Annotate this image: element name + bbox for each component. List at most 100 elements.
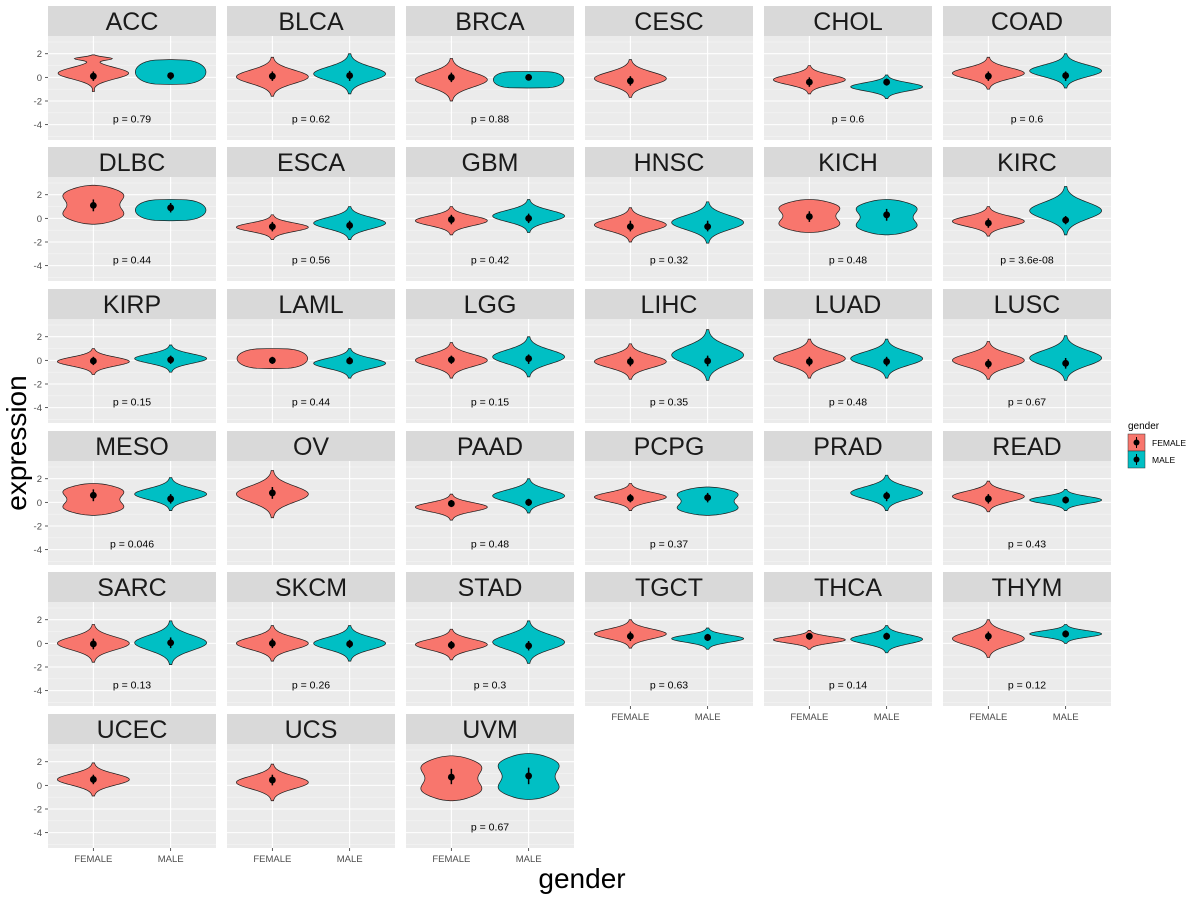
median-point-female (805, 632, 813, 640)
x-tick-label: MALE (516, 854, 542, 865)
facet-thym: THYM FEMALE MALE p = 0.12 (943, 572, 1111, 723)
median-point-male (167, 639, 175, 647)
facet-strip-label: KICH (818, 149, 878, 177)
median-point-female (268, 776, 276, 784)
p-value-label: p = 0.6 (1011, 113, 1044, 125)
violin-male (671, 329, 744, 381)
x-tick-label: FEMALE (74, 854, 112, 865)
facet-uvm: UVM FEMALE MALE p = 0.67 (406, 714, 574, 865)
y-tick-label: -2 (34, 522, 42, 533)
facet-strip-label: ACC (106, 8, 159, 36)
facet-strip (48, 289, 216, 319)
median-point-male (346, 72, 354, 79)
y-tick-label: 0 (37, 781, 42, 792)
facet-lihc: LIHC p = 0.35 (585, 289, 753, 423)
facet-strip (48, 714, 216, 744)
facet-strip (943, 289, 1111, 319)
median-point-male (525, 642, 533, 650)
violin-male (135, 59, 207, 85)
p-value-label: p = 0.35 (650, 396, 688, 408)
violin-male (1029, 53, 1102, 89)
facet-strip (406, 147, 574, 177)
x-tick-label: FEMALE (432, 854, 470, 865)
facet-strip (48, 431, 216, 461)
median-point-male (525, 214, 533, 222)
legend-entry-female: FEMALE (1127, 433, 1186, 452)
p-value-label: p = 0.88 (471, 113, 509, 125)
median-point-female (805, 78, 813, 86)
median-point-male (704, 634, 712, 641)
median-point-male (883, 492, 891, 500)
facet-coad: COAD p = 0.6 (943, 6, 1111, 140)
median-point-female (89, 357, 97, 365)
y-tick-label: 2 (37, 49, 42, 60)
facet-strip (406, 289, 574, 319)
legend-key-female-point (1133, 439, 1140, 446)
facet-prad: PRAD (764, 431, 932, 565)
median-point-female (984, 360, 992, 368)
facet-strip-label: LUSC (994, 291, 1061, 319)
violin-male (1029, 186, 1102, 236)
p-value-label: p = 0.62 (292, 113, 330, 125)
y-tick-label: 0 (37, 214, 42, 225)
facet-ucec: UCEC 2 0 -2 -4 FEMALE MALE (34, 714, 216, 865)
median-point-male (704, 494, 712, 502)
facet-strip (585, 289, 753, 319)
facet-strip (48, 147, 216, 177)
facet-brca: BRCA p = 0.88 (406, 6, 574, 140)
median-point-female (626, 223, 634, 231)
median-point-female (984, 495, 992, 503)
p-value-label: p = 0.48 (471, 538, 509, 550)
x-tick-label: FEMALE (790, 712, 828, 723)
facet-strip-label: UVM (462, 716, 518, 744)
facet-skcm: SKCM p = 0.26 (227, 572, 395, 706)
x-tick-label: MALE (874, 712, 900, 723)
p-value-label: p = 0.56 (292, 254, 330, 266)
facet-acc: ACC 2 0 -2 -4 p = 0.79 (34, 6, 216, 140)
facet-strip-label: CESC (634, 8, 703, 36)
facet-kirp: KIRP 2 0 -2 -4 p = 0.15 (34, 289, 216, 423)
facet-strip-label: PRAD (813, 433, 882, 461)
median-point-female (268, 639, 276, 647)
facet-sarc: SARC 2 0 -2 -4 p = 0.13 (34, 572, 216, 706)
facet-strip (764, 6, 932, 36)
median-point-male (346, 640, 354, 648)
facet-stad: STAD p = 0.3 (406, 572, 574, 706)
x-tick-label: FEMALE (969, 712, 1007, 723)
p-value-label: p = 0.32 (650, 254, 688, 266)
facet-strip-label: THYM (992, 574, 1063, 602)
median-point-male (883, 211, 891, 219)
facet-strip (764, 431, 932, 461)
violin-male (850, 74, 924, 99)
y-tick-label: 2 (37, 332, 42, 343)
facet-lgg: LGG p = 0.15 (406, 289, 574, 423)
legend: gender FEMALE MALE (1127, 421, 1186, 469)
facet-ov: OV (227, 431, 395, 565)
facet-laml: LAML p = 0.44 (227, 289, 395, 423)
median-point-female (447, 500, 455, 507)
median-point-male (1062, 359, 1070, 367)
median-point-male (525, 772, 533, 780)
violin-male (492, 478, 565, 514)
facet-chol: CHOL p = 0.6 (764, 6, 932, 140)
facet-strip (585, 6, 753, 36)
facet-strip (48, 572, 216, 602)
facet-read: READ p = 0.43 (943, 431, 1111, 565)
facet-strip-label: COAD (991, 8, 1063, 36)
p-value-label: p = 0.44 (113, 254, 151, 266)
median-point-female (447, 773, 455, 781)
y-tick-label: -2 (34, 805, 42, 816)
median-point-male (1062, 630, 1070, 638)
facet-strip (585, 147, 753, 177)
facet-strip (227, 6, 395, 36)
facet-strip-label: PCPG (634, 433, 705, 461)
facet-lusc: LUSC p = 0.67 (943, 289, 1111, 423)
facet-strip-label: STAD (458, 574, 523, 602)
median-point-male (704, 223, 712, 231)
facet-strip (48, 6, 216, 36)
y-tick-label: 2 (37, 757, 42, 768)
facet-kich: KICH p = 0.48 (764, 147, 932, 281)
y-tick-label: 0 (37, 73, 42, 84)
median-point-female (984, 632, 992, 640)
